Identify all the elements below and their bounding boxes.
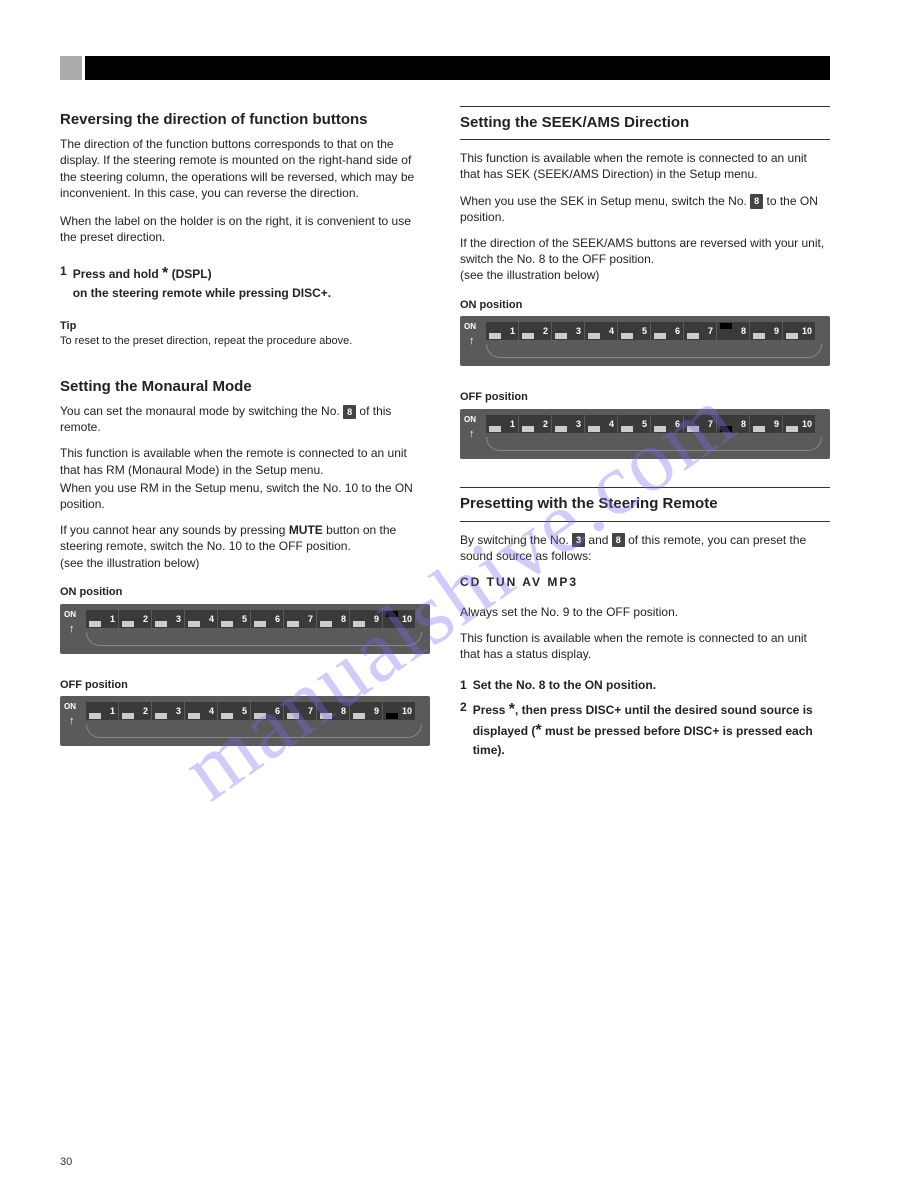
s1-title: Reversing the direction of function butt… [60, 110, 430, 130]
tip-label: Tip [60, 319, 430, 334]
r2-step2: Press *, then press DISC+ until the desi… [473, 699, 830, 758]
s1-body2: When the label on the holder is on the r… [60, 213, 430, 245]
s1-body1: The direction of the function buttons co… [60, 136, 430, 201]
r2-title: Presetting with the Steering Remote [460, 494, 830, 514]
s2-off-label: OFF position [60, 678, 430, 693]
s2-on-label: ON position [60, 585, 430, 600]
r1-b1: This function is available when the remo… [460, 150, 830, 182]
r2-step1: Set the No. 8 to the ON position. [473, 677, 656, 693]
s2-b2a: This function is available when the remo… [60, 445, 430, 477]
header-bar [85, 56, 830, 80]
r1-on-label: ON position [460, 298, 830, 313]
page-number: 30 [60, 1156, 72, 1168]
dip-left-on: ON↑ 12345678910 [60, 604, 430, 654]
left-col: Reversing the direction of function butt… [60, 110, 430, 746]
r1-title: Setting the SEEK/AMS Direction [460, 113, 830, 133]
r1-off-label: OFF position [460, 390, 830, 405]
r1-b3: If the direction of the SEEK/AMS buttons… [460, 235, 830, 267]
right-col: Setting the SEEK/AMS Direction This func… [460, 100, 830, 758]
s2-b1: You can set the monaural mode by switchi… [60, 403, 430, 435]
r2-b1: By switching the No. 3 and 8 of this rem… [460, 532, 830, 564]
dip-left-off: ON↑ 12345678910 [60, 696, 430, 746]
step-num: 1 [460, 677, 467, 693]
r2-b2: Always set the No. 9 to the OFF position… [460, 604, 830, 620]
tip-body: To reset to the preset direction, repeat… [60, 334, 430, 349]
s2-b4: (see the illustration below) [60, 555, 430, 571]
s1-step1: Press and hold * (DSPL) on the steering … [73, 263, 331, 301]
dip-right-off: ON↑ 12345678910 [460, 409, 830, 459]
header-square [60, 56, 82, 80]
s2-b3: If you cannot hear any sounds by pressin… [60, 522, 430, 554]
dip-right-on: ON↑ 12345678910 [460, 316, 830, 366]
step-num: 2 [460, 699, 467, 758]
r1-b4: (see the illustration below) [460, 267, 830, 283]
r1-b2: When you use the SEK in Setup menu, swit… [460, 193, 830, 225]
r2-src: CD TUN AV MP3 [460, 574, 830, 590]
s2-b2b: When you use RM in the Setup menu, switc… [60, 480, 430, 512]
s2-title: Setting the Monaural Mode [60, 377, 430, 397]
step-num: 1 [60, 263, 67, 301]
r2-b3: This function is available when the remo… [460, 630, 830, 662]
